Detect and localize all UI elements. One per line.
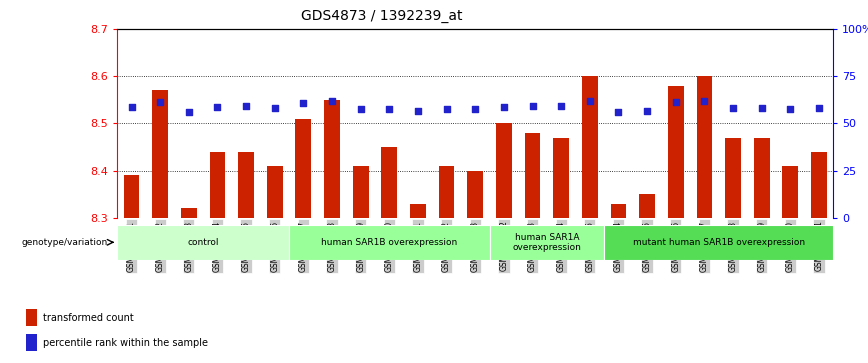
Bar [753,138,770,218]
Point [296,100,311,106]
Text: percentile rank within the sample: percentile rank within the sample [43,338,208,347]
Bar [553,138,569,218]
Bar [811,152,827,218]
Text: control: control [187,238,219,247]
Bar [782,166,799,218]
Bar [639,194,655,218]
Point [726,105,740,111]
Text: transformed count: transformed count [43,313,135,323]
Point [812,105,825,111]
Text: human SAR1B overexpression: human SAR1B overexpression [321,238,457,247]
Point [382,106,396,112]
Bar [725,138,741,218]
Point [440,106,454,112]
Bar [410,204,426,218]
Bar [667,86,684,218]
Bar [117,225,289,260]
Bar [289,225,490,260]
Text: human SAR1A
overexpression: human SAR1A overexpression [512,233,582,252]
Point [669,99,683,105]
Point [182,109,196,114]
Bar [123,175,140,218]
Point [354,106,368,112]
Bar [181,208,197,218]
Bar [496,123,512,218]
Point [240,103,253,109]
Point [325,98,339,104]
Point [611,109,625,114]
Point [125,104,139,110]
Point [583,98,597,104]
Point [555,103,569,109]
Bar [324,100,340,218]
Bar [152,90,168,218]
Bar [696,76,713,218]
Point [411,108,425,114]
Bar [238,152,254,218]
Bar [26,309,36,326]
Text: genotype/variation: genotype/variation [22,238,108,247]
Point [496,104,510,110]
Bar [209,152,226,218]
Point [641,108,654,114]
Point [526,103,540,109]
Bar [604,225,833,260]
Bar [582,76,598,218]
Point [469,106,483,112]
Bar [524,133,541,218]
Bar [352,166,369,218]
Point [267,105,281,111]
Bar [26,334,36,351]
Point [784,106,798,112]
Point [210,104,224,110]
Bar [610,204,627,218]
Point [698,98,712,104]
Text: GDS4873 / 1392239_at: GDS4873 / 1392239_at [301,9,463,23]
Bar [490,225,604,260]
Bar [266,166,283,218]
Point [755,105,769,111]
Text: mutant human SAR1B overexpression: mutant human SAR1B overexpression [633,238,805,247]
Bar [438,166,455,218]
Bar [381,147,398,218]
Point [154,99,168,105]
Bar [295,119,312,218]
Bar [467,171,483,218]
